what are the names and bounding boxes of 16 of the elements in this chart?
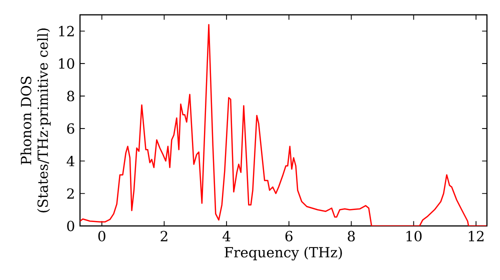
y-tick-label: 2 [67, 188, 74, 199]
x-axis-title: Frequency (THz) [224, 246, 342, 260]
x-tick-label: 10 [406, 230, 422, 242]
x-tick-label: 2 [160, 230, 168, 242]
x-tick-label: 8 [348, 230, 355, 242]
x-tick-label: 12 [468, 230, 484, 242]
y-tick-label: 10 [59, 58, 74, 69]
y-tick-label: 6 [67, 123, 74, 134]
y-axis-title: Phonon DOS (States/THz·primitive cell) [20, 28, 51, 212]
x-tick-label: 6 [285, 230, 292, 242]
y-tick-label: 0 [67, 220, 74, 232]
y-tick-label: 12 [59, 26, 74, 36]
x-tick-label: 4 [222, 230, 230, 242]
y-tick-label: 4 [66, 156, 74, 166]
x-tick-label: 0 [98, 230, 106, 242]
y-tick-label: 8 [67, 90, 74, 102]
